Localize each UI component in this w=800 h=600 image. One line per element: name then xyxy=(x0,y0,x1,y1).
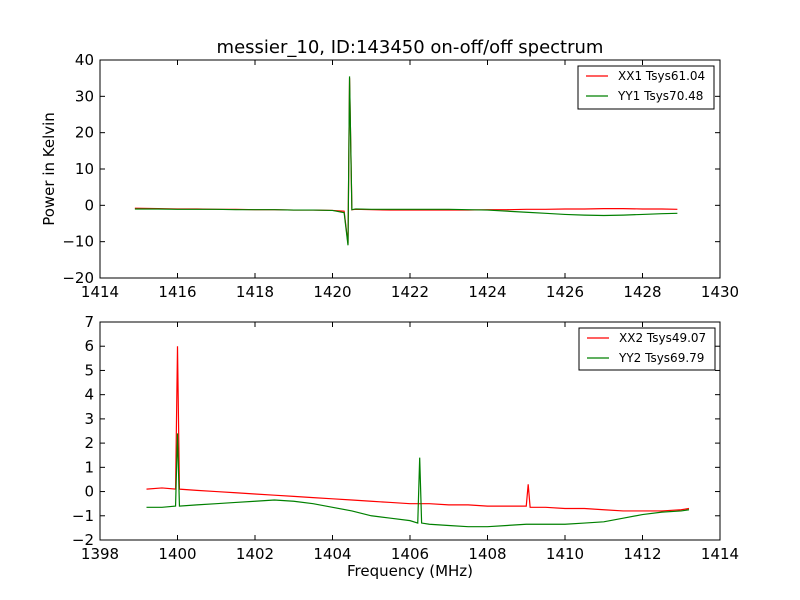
y-axis-label: Power in Kelvin xyxy=(40,112,58,226)
y-tick-label: −2 xyxy=(72,531,94,549)
y-tick-label: 40 xyxy=(75,51,94,69)
x-tick-label: 1398 xyxy=(81,545,119,563)
x-tick-label: 1410 xyxy=(546,545,584,563)
x-tick-label: 1400 xyxy=(158,545,196,563)
x-tick-label: 1408 xyxy=(468,545,506,563)
spectrum-plot-top: messier_10, ID:143450 on-off/off spectru… xyxy=(40,37,739,301)
x-tick-label: 1426 xyxy=(546,283,584,301)
x-tick-label: 1418 xyxy=(236,283,274,301)
x-tick-label: 1424 xyxy=(468,283,506,301)
x-tick-label: 1414 xyxy=(81,283,119,301)
x-tick-label: 1406 xyxy=(391,545,429,563)
x-tick-label: 1428 xyxy=(623,283,661,301)
x-axis-label: Frequency (MHz) xyxy=(347,562,473,580)
y-tick-label: 3 xyxy=(84,410,94,428)
x-tick-label: 1412 xyxy=(623,545,661,563)
legend-entry: XX1 Tsys61.04 xyxy=(618,69,705,83)
y-tick-label: −1 xyxy=(72,507,94,525)
y-tick-label: 10 xyxy=(75,160,94,178)
y-tick-label: 1 xyxy=(84,458,94,476)
x-tick-label: 1416 xyxy=(158,283,196,301)
legend-box xyxy=(578,327,716,371)
series-line-2-2 xyxy=(146,433,690,528)
y-tick-label: 30 xyxy=(75,87,94,105)
legend-entry: YY2 Tsys69.79 xyxy=(618,351,704,365)
x-tick-label: 1430 xyxy=(701,283,739,301)
x-tick-label: 1414 xyxy=(701,545,739,563)
legend-entry: YY1 Tsys70.48 xyxy=(617,89,703,103)
x-tick-label: 1402 xyxy=(236,545,274,563)
x-tick-label: 1422 xyxy=(391,283,429,301)
y-tick-label: 2 xyxy=(84,434,94,452)
y-tick-label: −20 xyxy=(62,269,94,287)
y-tick-label: 6 xyxy=(84,337,94,355)
chart-title: messier_10, ID:143450 on-off/off spectru… xyxy=(217,37,604,58)
y-tick-label: 0 xyxy=(84,483,94,501)
y-tick-label: −10 xyxy=(62,233,94,251)
x-tick-label: 1404 xyxy=(313,545,351,563)
y-tick-label: 0 xyxy=(84,196,94,214)
y-tick-label: 4 xyxy=(84,386,94,404)
series-line-2-1 xyxy=(146,346,690,512)
legend-box xyxy=(577,65,715,110)
y-tick-label: 20 xyxy=(75,124,94,142)
series-line-1-2 xyxy=(134,76,678,246)
spectrum-plot-bottom: Frequency (MHz) 1398 1400 1402 1404 1406 1408… xyxy=(72,313,739,580)
y-tick-label: 7 xyxy=(84,313,94,331)
x-tick-label: 1420 xyxy=(313,283,351,301)
legend-entry: XX2 Tsys49.07 xyxy=(619,331,706,345)
y-tick-label: 5 xyxy=(84,361,94,379)
